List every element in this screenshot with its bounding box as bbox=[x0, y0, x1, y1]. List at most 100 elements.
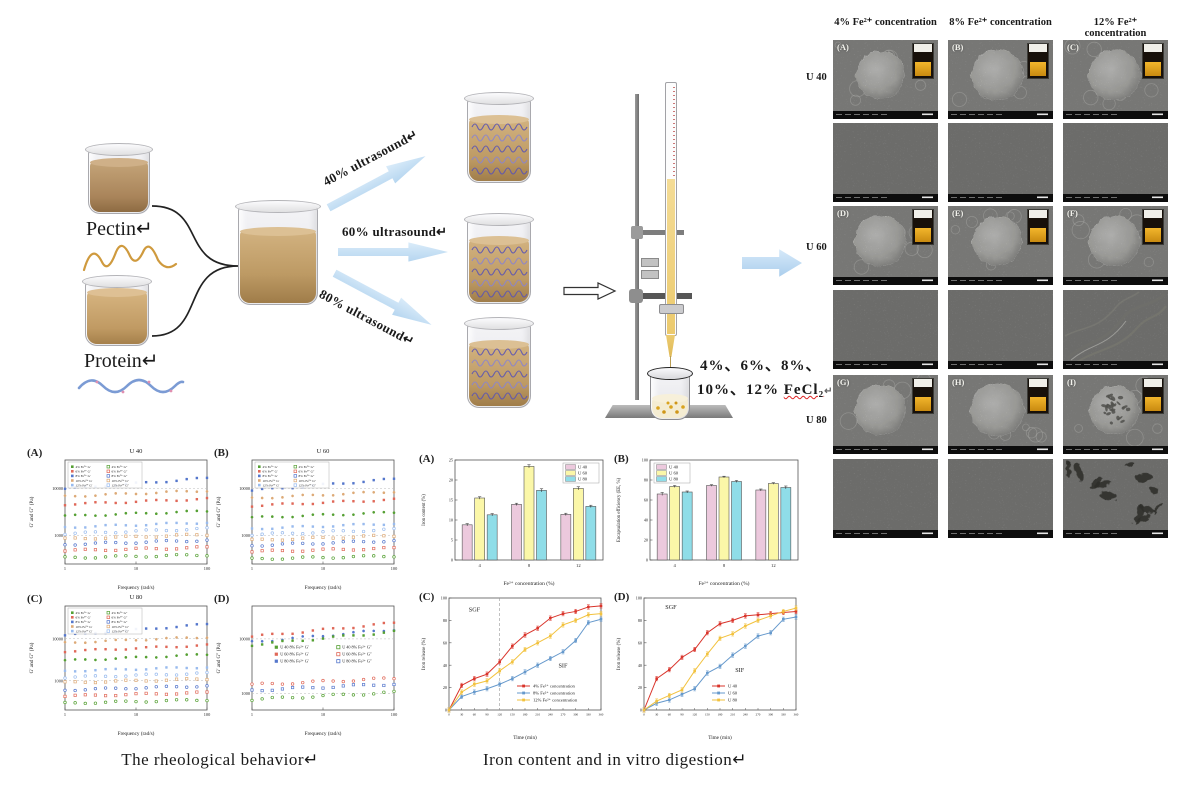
svg-text:10% Fe²⁺ G′: 10% Fe²⁺ G′ bbox=[263, 479, 280, 483]
svg-text:6% Fe²⁺ G″: 6% Fe²⁺ G″ bbox=[299, 470, 315, 474]
svg-text:8% Fe²⁺ G′: 8% Fe²⁺ G′ bbox=[76, 620, 91, 624]
sem-bead-image: (A) bbox=[833, 40, 938, 119]
pectin-label: Pectin↵ bbox=[86, 218, 153, 240]
sem-panel-label: (C) bbox=[1067, 42, 1079, 52]
sem-bead-image: (G) bbox=[833, 375, 938, 454]
sem-bead-image: (F) bbox=[1063, 206, 1168, 285]
sem-texture-image bbox=[833, 459, 938, 538]
vial-cap bbox=[1144, 210, 1162, 218]
svg-text:Iron release (%): Iron release (%) bbox=[422, 638, 427, 671]
clamp-upper bbox=[638, 230, 684, 235]
network-mesh bbox=[471, 348, 528, 400]
svg-text:10: 10 bbox=[321, 712, 325, 717]
svg-text:30: 30 bbox=[460, 713, 464, 717]
svg-text:U 40 8% Fe²⁺ G′: U 40 8% Fe²⁺ G′ bbox=[280, 645, 309, 650]
svg-text:(C): (C) bbox=[419, 591, 435, 603]
svg-text:0: 0 bbox=[640, 708, 642, 713]
svg-text:10: 10 bbox=[134, 712, 138, 717]
svg-text:10: 10 bbox=[321, 566, 325, 571]
sem-panel-label: (I) bbox=[1067, 377, 1076, 387]
vial-cap bbox=[914, 210, 932, 218]
vial-liquid bbox=[1145, 62, 1161, 76]
sem-row-label-u60: U 60 bbox=[806, 242, 827, 253]
vial-liquid bbox=[915, 228, 931, 242]
sem-panel-label: (B) bbox=[952, 42, 964, 52]
burette-liquid bbox=[667, 179, 675, 334]
svg-text:Time (min): Time (min) bbox=[513, 734, 537, 741]
svg-text:G′ and G″ (Pa): G′ and G″ (Pa) bbox=[28, 642, 35, 673]
svg-text:100: 100 bbox=[204, 566, 210, 571]
svg-text:Encapsulation efficiency (EE,: Encapsulation efficiency (EE, %) bbox=[617, 478, 622, 543]
svg-text:12% Fe²⁺ G″: 12% Fe²⁺ G″ bbox=[112, 483, 130, 487]
vial-inset bbox=[1142, 209, 1164, 245]
svg-text:Fe²⁺ concentration (%): Fe²⁺ concentration (%) bbox=[504, 580, 555, 587]
vial-inset bbox=[912, 209, 934, 245]
svg-text:330: 330 bbox=[586, 713, 591, 717]
svg-text:U 80: U 80 bbox=[578, 476, 588, 481]
sem-col-header-4: 4% Fe²⁺ concentration bbox=[834, 17, 937, 28]
svg-text:Frequency (rad/s): Frequency (rad/s) bbox=[305, 584, 342, 591]
svg-text:10: 10 bbox=[134, 566, 138, 571]
label-60-ultrasound: 60% ultrasound↵ bbox=[342, 224, 448, 239]
svg-text:U 60: U 60 bbox=[728, 691, 738, 696]
burette-tip bbox=[669, 356, 672, 367]
svg-text:12% Fe²⁺ G″: 12% Fe²⁺ G″ bbox=[112, 629, 130, 633]
svg-text:0: 0 bbox=[646, 558, 648, 563]
svg-text:12% Fe²⁺ concentration: 12% Fe²⁺ concentration bbox=[533, 698, 578, 703]
vial-liquid bbox=[915, 397, 931, 411]
sem-texture-image bbox=[1063, 459, 1168, 538]
svg-text:120: 120 bbox=[497, 713, 502, 717]
svg-text:4% Fe²⁺ G″: 4% Fe²⁺ G″ bbox=[112, 611, 128, 615]
svg-text:8% Fe²⁺ G″: 8% Fe²⁺ G″ bbox=[112, 620, 128, 624]
iron-content-bar-chart: (A) 0 5 10 15 20 25 4 8 12 Fe²⁺ concentration (%) I… bbox=[417, 448, 612, 588]
svg-text:1: 1 bbox=[251, 566, 253, 571]
svg-text:30: 30 bbox=[655, 713, 659, 717]
svg-text:300: 300 bbox=[768, 713, 773, 717]
stopcock bbox=[659, 304, 684, 314]
sem-bead-image: (B) bbox=[948, 40, 1053, 119]
svg-text:U 40 8% Fe²⁺ G″: U 40 8% Fe²⁺ G″ bbox=[342, 645, 372, 650]
svg-text:210: 210 bbox=[535, 713, 540, 717]
svg-text:U 40: U 40 bbox=[130, 448, 143, 455]
svg-text:5: 5 bbox=[451, 538, 453, 543]
vial-cap bbox=[1029, 379, 1047, 387]
sem-panel-label: (H) bbox=[952, 377, 965, 387]
sem-panel-label: (A) bbox=[837, 42, 849, 52]
svg-text:(D): (D) bbox=[614, 591, 630, 603]
svg-text:U 60 8% Fe²⁺ G″: U 60 8% Fe²⁺ G″ bbox=[342, 652, 372, 657]
svg-text:300: 300 bbox=[573, 713, 578, 717]
svg-text:180: 180 bbox=[523, 713, 528, 717]
burette-graduations bbox=[673, 87, 675, 203]
network-mesh bbox=[471, 246, 528, 298]
sem-texture-image bbox=[948, 290, 1053, 369]
svg-text:G′ and G″ (Pa): G′ and G″ (Pa) bbox=[215, 642, 222, 673]
svg-text:100: 100 bbox=[642, 458, 648, 463]
svg-text:40: 40 bbox=[638, 663, 642, 668]
protein-liquid bbox=[87, 288, 147, 344]
svg-text:SGF: SGF bbox=[665, 604, 677, 611]
vial-inset bbox=[912, 378, 934, 414]
rheology-panel-c: (C) U 80 1000 10000 1 10 100 Frequency (rad/s) G… bbox=[25, 590, 215, 738]
svg-text:10% Fe²⁺ G″: 10% Fe²⁺ G″ bbox=[299, 479, 317, 483]
svg-text:8% Fe²⁺ G″: 8% Fe²⁺ G″ bbox=[112, 474, 128, 478]
svg-text:90: 90 bbox=[485, 713, 489, 717]
svg-text:330: 330 bbox=[781, 713, 786, 717]
svg-text:6% Fe²⁺ G′: 6% Fe²⁺ G′ bbox=[263, 470, 278, 474]
vial-inset bbox=[1142, 378, 1164, 414]
vial-cap bbox=[1029, 44, 1047, 52]
svg-text:180: 180 bbox=[718, 713, 723, 717]
svg-text:270: 270 bbox=[561, 713, 566, 717]
protein-molecule-squiggle bbox=[77, 378, 185, 394]
sem-bead-image: (E) bbox=[948, 206, 1053, 285]
outline-arrow-icon bbox=[563, 282, 617, 300]
svg-text:Frequency (rad/s): Frequency (rad/s) bbox=[305, 730, 342, 737]
svg-text:(C): (C) bbox=[27, 593, 43, 605]
svg-text:60: 60 bbox=[644, 498, 648, 503]
fecl-line1: 4%、6%、8%、 bbox=[700, 358, 822, 374]
svg-text:4% Fe²⁺ G″: 4% Fe²⁺ G″ bbox=[112, 465, 128, 469]
svg-text:12: 12 bbox=[576, 563, 581, 568]
svg-text:(D): (D) bbox=[214, 593, 230, 605]
sem-texture-image bbox=[948, 123, 1053, 202]
svg-text:U 80: U 80 bbox=[728, 698, 738, 703]
